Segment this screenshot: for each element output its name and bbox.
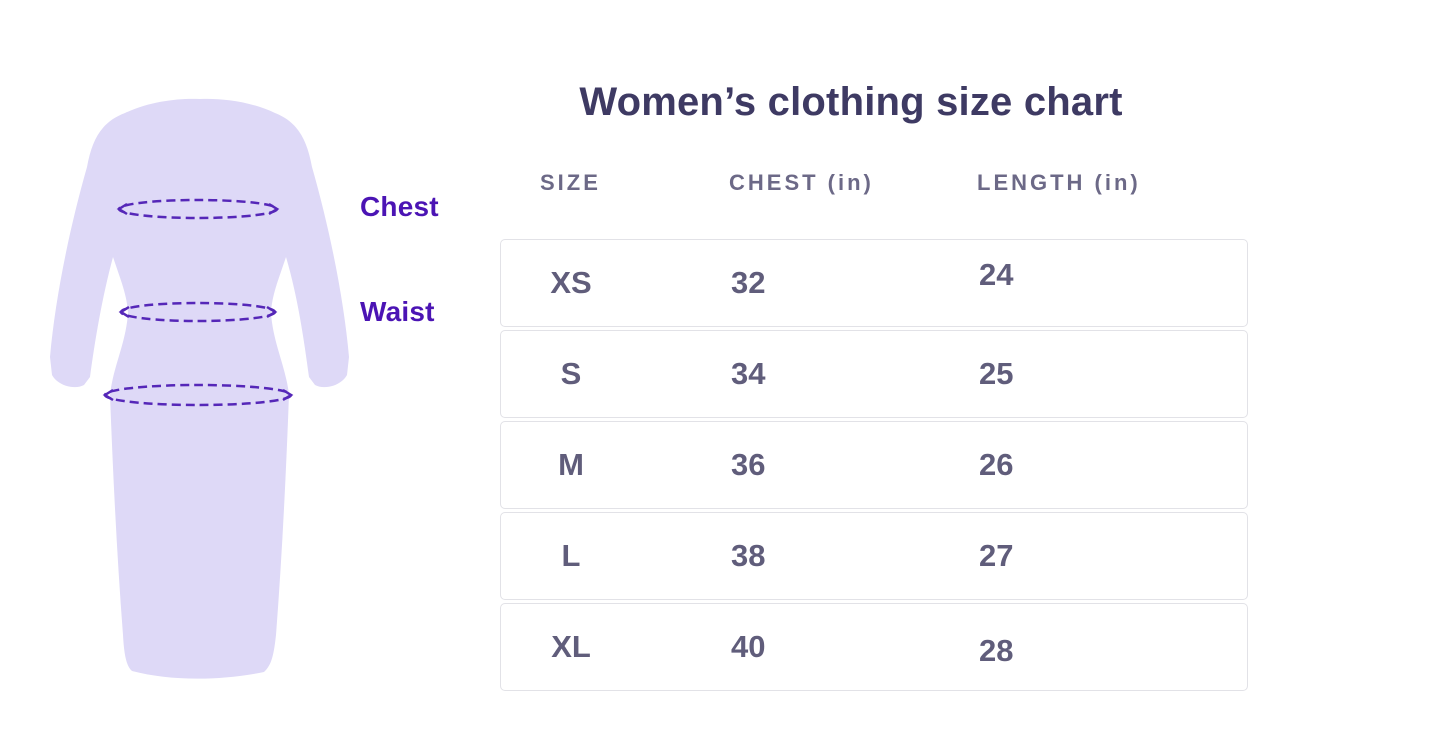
size-value: M (558, 447, 584, 482)
hip-arrow-left-icon (102, 388, 114, 402)
length-value: 28 (979, 633, 1014, 668)
chest-arrow-right-icon (268, 202, 280, 216)
chest-value: 40 (731, 629, 766, 664)
size-table: XS 32 24 S 34 25 M 36 26 L 38 27 XL 40 2… (500, 239, 1248, 694)
dress-illustration (50, 98, 349, 679)
waist-label: Waist (360, 296, 435, 327)
table-header-row: SIZE CHEST (in) LENGTH (in) (500, 170, 1248, 202)
chest-arrow-left-icon (116, 202, 128, 216)
waist-arrow-right-icon (266, 305, 278, 319)
dress-silhouette (50, 98, 349, 679)
size-value: XL (551, 629, 591, 664)
length-value: 25 (979, 356, 1014, 391)
waist-arrow-left-icon (118, 305, 130, 319)
length-value: 24 (979, 257, 1014, 292)
length-value: 27 (979, 538, 1014, 573)
column-header-size: SIZE (540, 170, 601, 195)
measurement-lines (102, 198, 294, 407)
size-value: S (560, 356, 582, 391)
size-value: L (561, 538, 581, 573)
hip-arrow-right-icon (282, 388, 294, 402)
column-header-chest: CHEST (in) (729, 170, 874, 195)
size-value: XS (550, 265, 592, 300)
page-title: Women’s clothing size chart (579, 80, 1123, 124)
table-row: S 34 25 (500, 330, 1248, 418)
table-row: XS 32 24 (500, 239, 1248, 327)
chest-value: 36 (731, 447, 766, 482)
table-row: M 36 26 (500, 421, 1248, 509)
column-header-length: LENGTH (in) (977, 170, 1141, 195)
table-row: L 38 27 (500, 512, 1248, 600)
chest-value: 34 (731, 356, 766, 391)
length-value: 26 (979, 447, 1014, 482)
chest-value: 38 (731, 538, 766, 573)
chest-value: 32 (731, 265, 766, 300)
table-row: XL 40 28 (500, 603, 1248, 691)
chest-label: Chest (360, 191, 439, 222)
